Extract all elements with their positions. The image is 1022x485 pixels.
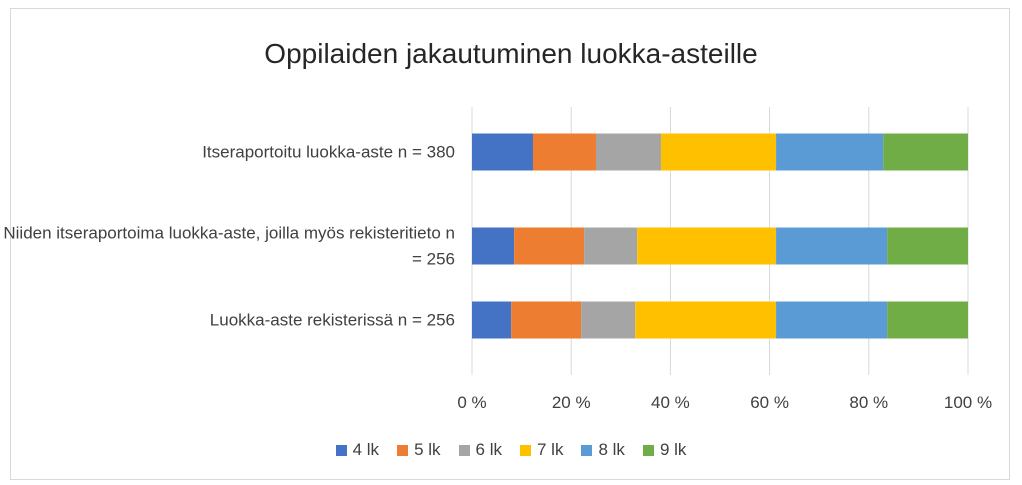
legend-swatch [397, 444, 409, 456]
bar-segment [887, 301, 968, 339]
legend-item: 4 lk [335, 440, 380, 460]
bar-segment [584, 227, 638, 265]
legend-label: 7 lk [537, 440, 564, 459]
bar-segment [514, 227, 585, 265]
bar-segment [660, 133, 777, 171]
x-tick-label: 80 % [849, 393, 888, 412]
legend-item: 9 lk [642, 440, 687, 460]
x-tick-label: 60 % [750, 393, 789, 412]
y-tick-label: Itseraportoitu luokka-aste n = 380 [202, 142, 455, 162]
bar-segment [472, 227, 515, 265]
bar-segment [581, 301, 636, 339]
bar-segment [637, 227, 777, 265]
bar-segment [776, 133, 884, 171]
legend-item: 5 lk [397, 440, 441, 460]
chart-title: Oppilaiden jakautuminen luokka-asteille [264, 38, 758, 69]
bar-segment [887, 227, 968, 265]
bar-segment [533, 133, 596, 171]
legend-item: 8 lk [581, 440, 625, 460]
y-tick-label: Luokka-aste rekisterissä n = 256 [209, 310, 455, 330]
x-tick-label: 40 % [651, 393, 690, 412]
legend-label: 8 lk [598, 440, 625, 459]
x-tick-label: 100 % [944, 393, 992, 412]
y-tick-label: Niiden itseraportoima luokka-aste, joill… [3, 223, 455, 269]
legend-item: 6 lk [458, 440, 502, 460]
x-tick-label: 0 % [457, 393, 486, 412]
legend-label: 5 lk [414, 440, 441, 459]
bar-segment [472, 133, 534, 171]
legend-swatch [581, 444, 593, 456]
legend-label: 6 lk [475, 440, 502, 459]
legend-swatch [520, 444, 531, 456]
x-tick-label: 20 % [552, 393, 591, 412]
legend-swatch [335, 444, 347, 456]
legend: 4 lk 5 lk 6 lk 7 lk 8 lk 9 lk [0, 440, 1022, 460]
legend-label: 4 lk [352, 440, 380, 459]
legend-item: 7 lk [520, 440, 563, 460]
bar-segment [776, 227, 888, 265]
bar-segment [472, 301, 512, 339]
bar-segment [883, 133, 968, 171]
bar-segment [511, 301, 582, 339]
legend-swatch [458, 444, 470, 456]
bar-segment [596, 133, 661, 171]
bar-segment [776, 301, 888, 339]
legend-swatch [642, 444, 654, 456]
bar-segment [635, 301, 777, 339]
chart-border [10, 8, 1010, 480]
legend-label: 9 lk [659, 440, 687, 459]
